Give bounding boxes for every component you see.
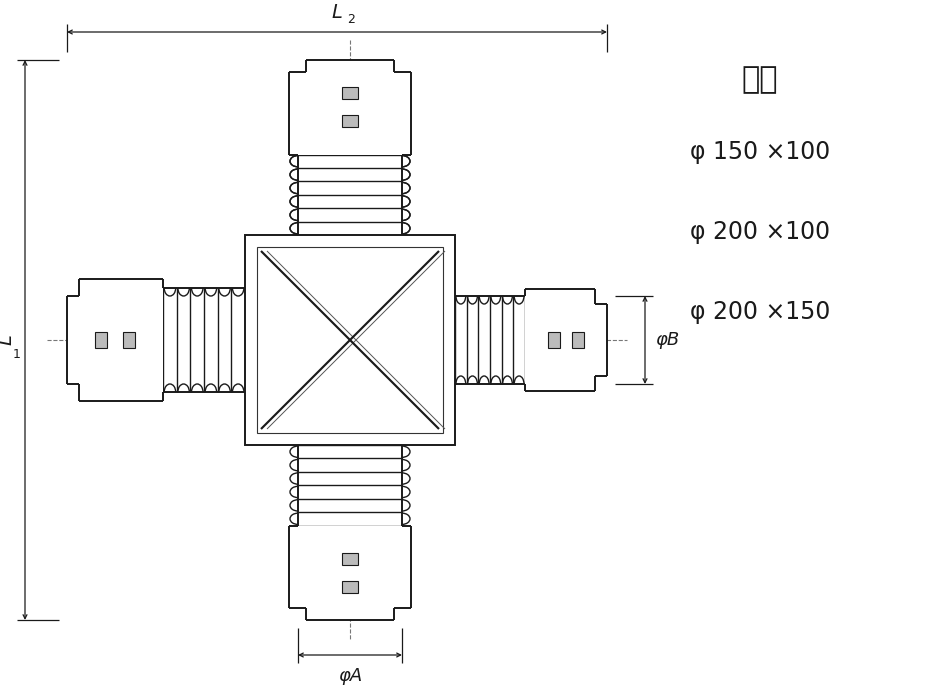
- Bar: [67, 279, 164, 401]
- Text: 1: 1: [13, 347, 21, 360]
- Text: 異径: 異径: [742, 65, 778, 94]
- Bar: [342, 87, 358, 99]
- Text: φ 200 ×150: φ 200 ×150: [690, 300, 830, 324]
- Bar: [289, 60, 411, 155]
- Text: L: L: [332, 3, 342, 22]
- Bar: [342, 552, 358, 565]
- Text: φA: φA: [337, 667, 362, 685]
- Text: 2: 2: [347, 13, 355, 26]
- Bar: [257, 247, 443, 433]
- Bar: [289, 526, 411, 620]
- Bar: [298, 155, 402, 235]
- Text: φB: φB: [655, 331, 680, 349]
- Text: φ 150 ×100: φ 150 ×100: [690, 140, 830, 164]
- Bar: [525, 289, 607, 391]
- Bar: [342, 581, 358, 593]
- Bar: [164, 288, 245, 392]
- Bar: [95, 332, 106, 348]
- Text: φ 200 ×100: φ 200 ×100: [690, 220, 830, 244]
- Bar: [455, 296, 525, 384]
- Bar: [298, 445, 402, 526]
- Bar: [342, 116, 358, 127]
- Bar: [548, 332, 559, 348]
- Bar: [572, 332, 585, 348]
- Bar: [245, 235, 455, 445]
- Text: L: L: [0, 335, 15, 345]
- Bar: [123, 332, 135, 348]
